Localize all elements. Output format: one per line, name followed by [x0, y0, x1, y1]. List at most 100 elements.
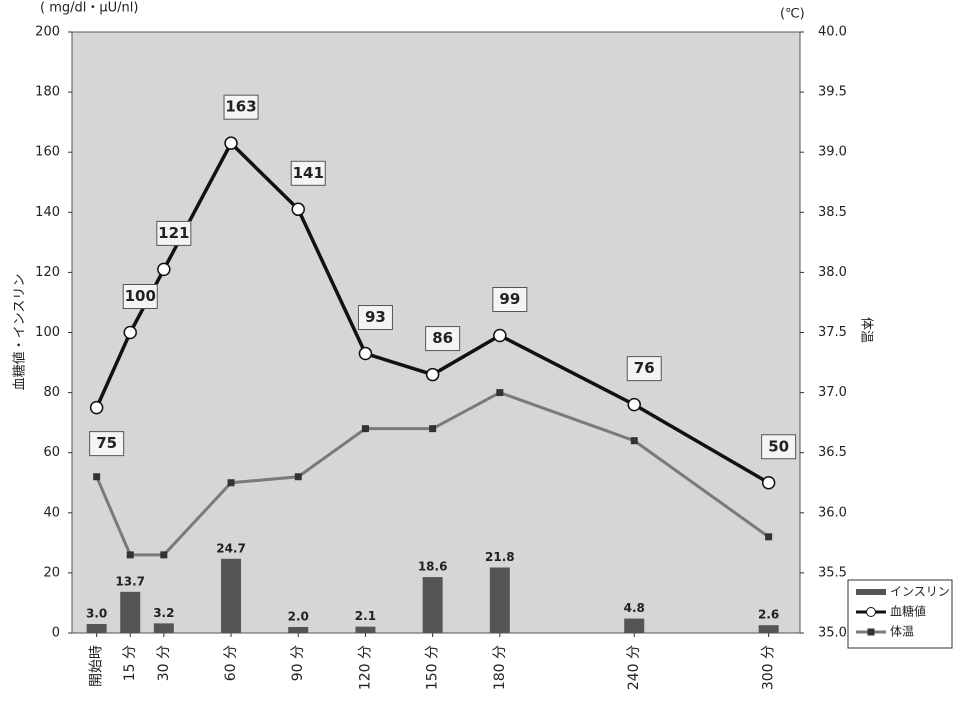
- legend-marker: [866, 607, 876, 617]
- y2-axis-label: 体温: [859, 317, 874, 343]
- x-tick-label: 15 分: [122, 645, 138, 681]
- point: [765, 533, 773, 541]
- legend-marker: [867, 628, 875, 636]
- point: [224, 136, 238, 150]
- point: [361, 425, 369, 433]
- y2-tick-label: 37.5: [818, 325, 847, 340]
- data-label: 93: [365, 308, 386, 326]
- y-tick-label: 160: [35, 145, 60, 160]
- data-label-box: [89, 431, 125, 457]
- legend-label: 血糖値: [890, 604, 926, 619]
- x-tick-label: 90 分: [290, 645, 306, 681]
- x-tick-label: 180 分: [492, 645, 508, 690]
- bar-label: 18.6: [418, 560, 448, 574]
- data-label-box: [156, 220, 192, 246]
- data-label: 121: [158, 224, 189, 242]
- point: [496, 389, 504, 397]
- data-label: 141: [293, 164, 324, 182]
- bar: [422, 577, 443, 633]
- y2-tick-label: 40.0: [818, 25, 847, 40]
- point: [227, 479, 235, 487]
- y-tick-label: 20: [43, 565, 60, 580]
- point: [429, 425, 437, 433]
- bar-label: 3.2: [153, 606, 174, 620]
- data-label: 76: [634, 359, 655, 377]
- y-unit: ( mg/dl・μU/nl): [40, 1, 138, 16]
- bar: [86, 623, 107, 633]
- x-tick-label: 30 分: [156, 645, 172, 681]
- y2-tick-label: 36.0: [818, 505, 847, 520]
- point: [627, 397, 641, 412]
- point: [358, 346, 373, 361]
- y-tick-label: 60: [43, 445, 60, 460]
- point: [126, 551, 134, 559]
- y2-tick-label: 36.5: [818, 445, 847, 460]
- y-tick-label: 200: [35, 25, 60, 40]
- point: [123, 325, 137, 340]
- y-tick-label: 140: [35, 205, 60, 220]
- data-label: 100: [125, 287, 156, 305]
- bar-label: 3.0: [86, 606, 107, 620]
- y2-unit: (℃): [780, 7, 805, 22]
- point: [630, 437, 638, 445]
- legend-swatch: [856, 589, 886, 595]
- y2-tick-label: 35.5: [818, 565, 847, 580]
- x-tick-label: 300 分: [761, 645, 777, 690]
- bar-label: 13.7: [115, 574, 145, 588]
- data-label-box: [122, 284, 158, 309]
- y2-tick-label: 38.5: [818, 205, 847, 220]
- data-label-box: [425, 326, 461, 352]
- x-tick-label: 60 分: [223, 645, 239, 681]
- y-tick-label: 120: [35, 265, 60, 280]
- y2-tick-label: 35.0: [818, 626, 847, 641]
- bar-label: 2.1: [355, 609, 376, 623]
- bar-label: 24.7: [216, 541, 246, 555]
- bar: [624, 618, 645, 633]
- y2-tick-label: 39.0: [818, 145, 847, 160]
- data-label-box: [492, 287, 528, 313]
- data-label-box: [290, 160, 326, 186]
- y2-tick-label: 39.5: [818, 85, 847, 100]
- data-label-box: [357, 305, 393, 331]
- data-label-box: [761, 434, 797, 460]
- y-tick-label: 100: [35, 325, 60, 340]
- legend-label: インスリン: [890, 585, 950, 599]
- bar-label: 4.8: [624, 601, 645, 615]
- data-label-box: [626, 356, 662, 382]
- line: [95, 390, 770, 557]
- point: [157, 262, 171, 277]
- bar: [221, 558, 242, 633]
- bar-label: 2.0: [288, 609, 309, 623]
- bar: [288, 626, 309, 633]
- data-label: 86: [432, 329, 453, 347]
- point: [425, 367, 440, 382]
- point: [291, 202, 305, 217]
- point: [493, 328, 507, 343]
- bar-label: 2.6: [758, 608, 779, 622]
- data-label: 75: [96, 434, 117, 452]
- x-tick-label: 240 分: [626, 645, 642, 690]
- bar: [153, 623, 174, 633]
- y-axis-label: 血糖値・インスリン: [12, 274, 28, 391]
- point: [761, 476, 776, 490]
- bar-label: 21.8: [485, 550, 515, 564]
- y-tick-label: 40: [43, 505, 60, 520]
- y-tick-label: 180: [35, 85, 60, 100]
- point: [89, 400, 104, 415]
- data-label: 99: [499, 290, 520, 308]
- data-label: 163: [225, 98, 256, 116]
- bar: [758, 625, 779, 633]
- legend-label: 体温: [890, 625, 914, 639]
- y2-tick-label: 37.0: [818, 385, 847, 400]
- bar: [355, 626, 376, 633]
- bar: [489, 567, 510, 633]
- data-label-box: [223, 94, 259, 120]
- y-tick-label: 80: [43, 385, 60, 400]
- y-tick-label: 0: [52, 626, 60, 641]
- point: [93, 473, 101, 481]
- x-tick-label: 開始時: [89, 645, 105, 687]
- point: [294, 473, 302, 481]
- data-label: 50: [768, 437, 789, 455]
- x-tick-label: 120 分: [357, 645, 373, 690]
